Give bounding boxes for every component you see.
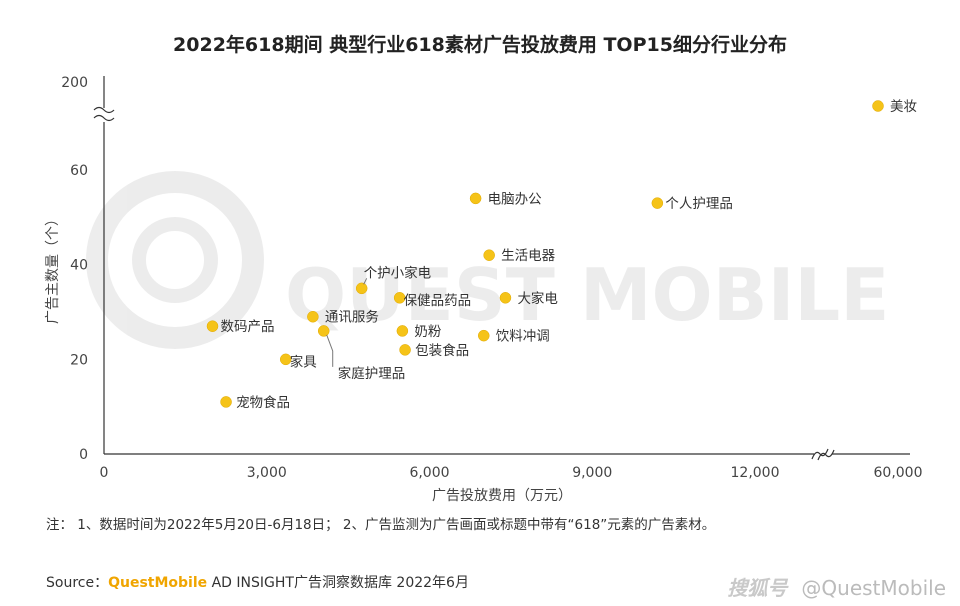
data-point (872, 100, 884, 112)
data-point (279, 353, 292, 366)
point-label: 个护小家电 (364, 264, 432, 281)
data-point (206, 320, 219, 332)
point-label: 个人护理品 (665, 196, 733, 212)
y-tick-label: 40 (70, 258, 88, 274)
data-point (317, 325, 330, 337)
point-label: 大家电 (517, 290, 558, 307)
scatter-chart: QUEST MOBILE 2022年618期间 典型行业618素材广告投放费用 … (45, 33, 923, 504)
data-point (478, 329, 490, 342)
x-axis-label: 广告投放费用（万元） (432, 488, 572, 504)
footnote: 注： 1、数据时间为2022年5月20日-6月18日； 2、广告监测为广告画面或… (46, 517, 716, 533)
data-point (355, 282, 368, 295)
data-point (399, 344, 411, 356)
point-label: 数码产品 (221, 319, 275, 335)
background-watermark: QUEST MOBILE (86, 171, 889, 349)
chart-title: 2022年618期间 典型行业618素材广告投放费用 TOP15细分行业分布 (173, 33, 787, 56)
source-prefix: Source： (46, 575, 109, 591)
data-points (206, 100, 884, 408)
point-label: 电脑办公 (488, 191, 542, 207)
point-label: 宠物食品 (236, 394, 290, 411)
watermark: 搜狐号 @QuestMobile (727, 572, 946, 601)
background-watermark-text: QUEST MOBILE (285, 253, 889, 337)
tick-labels: 0 3,000 6,000 9,000 12,000 60,000 0 20 40 60 200 (61, 75, 922, 481)
y-tick-label: 0 (79, 447, 88, 463)
source-brand: QuestMobile (108, 575, 208, 591)
point-label: 包装食品 (415, 342, 469, 359)
point-label: 奶粉 (414, 324, 441, 340)
x-tick-label: 60,000 (874, 465, 923, 481)
point-label: 家庭护理品 (338, 365, 406, 382)
data-point (499, 292, 512, 304)
sohu-watermark: 搜狐号 (727, 576, 788, 600)
x-tick-label: 6,000 (409, 465, 449, 481)
point-label: 美妆 (890, 99, 917, 115)
data-point (483, 249, 495, 261)
point-label: 通讯服务 (325, 310, 379, 326)
y-axis-break (93, 106, 115, 122)
data-point (393, 292, 406, 304)
x-tick-label: 3,000 (247, 465, 287, 481)
axes (93, 76, 910, 461)
source-rest: AD INSIGHT广告洞察数据库 2022年6月 (207, 575, 469, 591)
x-axis-break (811, 448, 835, 461)
leader-line (363, 278, 368, 285)
data-point (307, 310, 319, 323)
x-tick-label: 0 (100, 465, 109, 481)
point-label: 保健品药品 (404, 293, 472, 309)
x-tick-label: 12,000 (731, 465, 780, 481)
leader-line (326, 334, 334, 367)
data-point (396, 325, 409, 337)
y-tick-label: 20 (70, 352, 88, 368)
point-label: 生活电器 (501, 248, 555, 264)
data-point (220, 396, 232, 408)
x-tick-label: 9,000 (572, 465, 612, 481)
data-point (651, 197, 664, 209)
point-label: 家具 (290, 353, 317, 370)
y-tick-label: 200 (61, 75, 88, 91)
y-tick-label: 60 (70, 163, 88, 179)
source-line: Source：QuestMobile AD INSIGHT广告洞察数据库 202… (46, 572, 469, 592)
data-point (469, 192, 482, 205)
handle-watermark: @QuestMobile (801, 576, 946, 600)
point-label: 饮料冲调 (496, 329, 550, 345)
y-axis-label: 广告主数量（个） (45, 212, 61, 324)
